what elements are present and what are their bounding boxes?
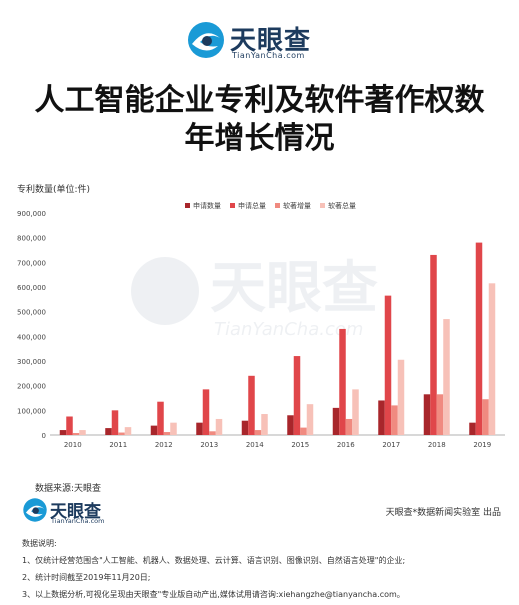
- legend-label-3: 软著增量: [283, 201, 311, 210]
- y-tick-label: 900,000: [17, 210, 46, 218]
- bar-2014-series-3: [254, 430, 262, 435]
- x-tick-label: 2019: [473, 441, 491, 449]
- bar-2018-series-4: [443, 319, 450, 435]
- brand-name: 天眼查: [230, 26, 312, 56]
- x-tick-label: 2011: [109, 441, 127, 449]
- bar-2015-series-2: [293, 356, 301, 435]
- watermark: 天眼查 TianYanCha.com: [131, 256, 378, 340]
- legend-label-2: 申请总量: [238, 201, 266, 210]
- bar-2019-series-2: [475, 242, 483, 435]
- bar-2017-series-4: [397, 359, 405, 435]
- y-tick-label: 200,000: [17, 383, 46, 391]
- bar-2016-series-1: [332, 407, 340, 435]
- x-tick-label: 2017: [382, 441, 400, 449]
- bar-2014-series-1: [241, 420, 249, 435]
- x-tick-label: 2016: [337, 441, 355, 449]
- legend-swatch-2: [230, 203, 235, 208]
- bar-2012-series-4: [170, 422, 177, 435]
- bar-2015-series-4: [306, 404, 314, 435]
- bar-2018-series-1: [423, 394, 431, 435]
- page-title: 人工智能企业专利及软件著作权数 年增长情况: [0, 82, 519, 158]
- note-item-2: 2、统计时间截至2019年11月20日;: [22, 573, 151, 582]
- watermark-brand: 天眼查: [210, 256, 378, 321]
- bar-2010-series-4: [79, 430, 86, 435]
- watermark-eye-icon: [131, 257, 199, 325]
- y-tick-label: 500,000: [17, 309, 46, 317]
- patent-bar-chart: 天眼查 TianYanCha.com 0 100,000 200,000 300,00…: [17, 201, 505, 449]
- x-tick-label: 2012: [155, 441, 173, 449]
- bar-2010-series-1: [59, 430, 67, 435]
- x-axis: 2010 2011 2012 2013 2014 2015 2016 2017 2018 2019: [50, 434, 505, 449]
- legend-label-1: 申请数量: [193, 201, 221, 210]
- bar-2013-series-2: [202, 389, 210, 435]
- bar-2014-series-2: [248, 375, 255, 435]
- x-tick-label: 2010: [64, 441, 82, 449]
- x-tick-label: 2015: [291, 441, 309, 449]
- bar-2010-series-3: [72, 433, 80, 435]
- bar-2010-series-2: [66, 416, 73, 435]
- notes-heading: 数据说明:: [22, 539, 57, 548]
- y-tick-label: 100,000: [17, 407, 46, 415]
- bar-2019-series-1: [469, 422, 476, 435]
- bar-2013-series-4: [215, 418, 223, 435]
- x-tick-label: 2014: [246, 441, 264, 449]
- note-item-1: 1、仅统计经营范围含"人工智能、机器人、数据处理、云计算、语言识别、图像识别、自…: [22, 556, 406, 565]
- bar-2011-series-2: [111, 410, 119, 435]
- y-tick-label: 300,000: [17, 358, 46, 366]
- legend-swatch-4: [320, 203, 325, 208]
- brand-eye-icon-small: [23, 498, 47, 522]
- y-tick-label: 400,000: [17, 333, 46, 341]
- y-tick-label: 600,000: [17, 284, 46, 292]
- bar-2012-series-3: [163, 432, 171, 435]
- legend-swatch-3: [275, 203, 280, 208]
- bar-2013-series-3: [209, 431, 216, 435]
- bar-2017-series-2: [384, 295, 392, 435]
- bar-2016-series-3: [345, 418, 353, 435]
- title-line-1: 人工智能企业专利及软件著作权数: [34, 83, 485, 118]
- legend: 申请数量 申请总量 软著增量 软著总量: [185, 201, 356, 210]
- bar-2015-series-1: [287, 415, 294, 435]
- brand-domain-small: TianYanCha.com: [51, 517, 105, 525]
- y-axis: 0 100,000 200,000 300,000 400,000 500,000 600,…: [17, 210, 46, 440]
- bar-2012-series-1: [150, 425, 158, 435]
- bar-2011-series-3: [118, 432, 125, 435]
- credit-text: 天眼查*数据新闻实验室 出品: [385, 508, 501, 518]
- note-item-3: 3、以上数据分析,可视化呈现由天眼查"专业版自动产出,媒体试用请咨询:xieha…: [22, 590, 405, 599]
- bar-2017-series-3: [391, 405, 398, 435]
- bar-2016-series-2: [339, 328, 346, 435]
- bar-2019-series-3: [482, 399, 489, 435]
- x-tick-label: 2013: [200, 441, 218, 449]
- watermark-domain: TianYanCha.com: [214, 319, 363, 340]
- y-tick-label: 800,000: [17, 235, 46, 243]
- x-tick-label: 2018: [428, 441, 446, 449]
- bar-2016-series-4: [352, 389, 359, 435]
- legend-swatch-1: [185, 203, 190, 208]
- brand-eye-icon: [188, 22, 224, 58]
- data-notes: 数据说明: 1、仅统计经营范围含"人工智能、机器人、数据处理、云计算、语言识别、…: [22, 535, 405, 603]
- brand-logo-top: 天眼查 TianYanCha.com: [186, 20, 336, 60]
- y-axis-label: 专利数量(单位:件): [17, 185, 91, 195]
- bar-2019-series-4: [488, 283, 496, 435]
- brand-logo-bottom: 天眼查 TianYanCha.com: [22, 497, 132, 527]
- y-tick-label: 700,000: [17, 259, 46, 267]
- bar-2011-series-1: [105, 428, 112, 435]
- bar-2017-series-1: [378, 400, 385, 435]
- brand-domain: TianYanCha.com: [232, 51, 305, 60]
- bar-2014-series-4: [261, 414, 268, 435]
- bar-marks: [59, 242, 496, 435]
- data-source: 数据来源:天眼查: [35, 484, 102, 494]
- brand-name-small: 天眼查: [50, 502, 101, 522]
- bar-2018-series-2: [430, 254, 437, 435]
- bar-2013-series-1: [196, 422, 203, 435]
- bar-2015-series-3: [300, 427, 307, 435]
- y-tick-label: 0: [42, 432, 46, 440]
- legend-label-4: 软著总量: [328, 201, 356, 210]
- title-line-2: 年增长情况: [184, 121, 335, 156]
- bar-2012-series-2: [157, 401, 164, 435]
- bar-2018-series-3: [436, 394, 444, 435]
- bar-2011-series-4: [124, 427, 132, 435]
